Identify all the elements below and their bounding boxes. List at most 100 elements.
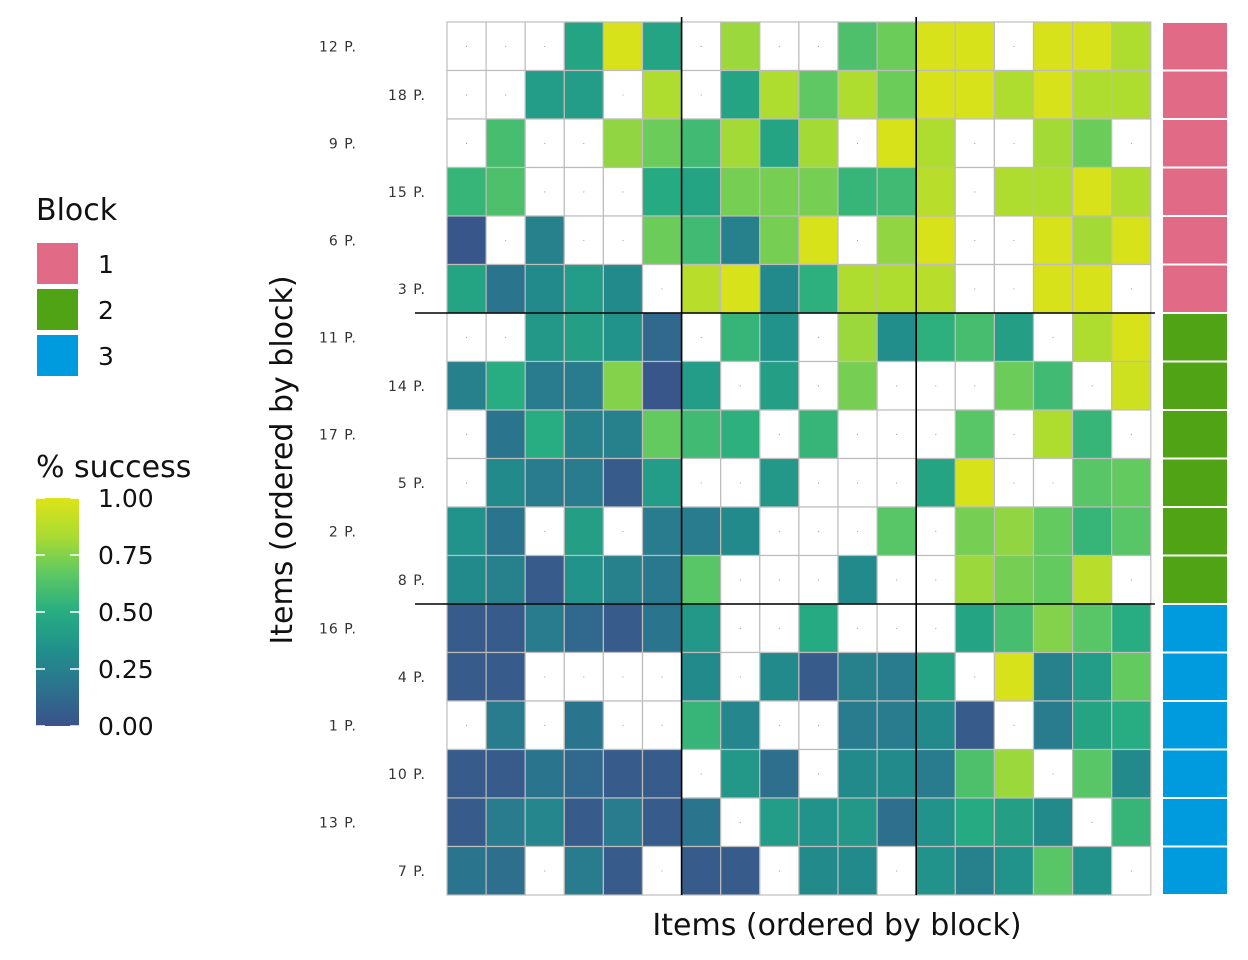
heatmap-cell	[1111, 797, 1152, 848]
heatmap-cell	[563, 166, 604, 217]
heatmap-cell	[759, 603, 800, 654]
block-strip-cell	[1163, 750, 1227, 797]
missing-marker: ·	[661, 285, 664, 295]
heatmap-cell	[1111, 21, 1152, 72]
heatmap-cell	[680, 700, 722, 751]
missing-marker: ·	[543, 188, 546, 198]
missing-marker: ·	[817, 770, 820, 780]
row-label: 9 P.	[329, 136, 357, 152]
missing-marker: ·	[778, 576, 781, 586]
heatmap-cell	[563, 21, 604, 72]
heatmap-cell	[876, 69, 917, 120]
row-label: 7 P.	[398, 864, 426, 880]
heatmap-cell	[837, 603, 878, 654]
heatmap-cell	[915, 845, 956, 896]
heatmap-cell	[1032, 409, 1074, 460]
heatmap-cell	[876, 457, 917, 508]
heatmap-cell	[602, 748, 644, 799]
heatmap-cell	[993, 21, 1035, 72]
missing-marker: ·	[465, 721, 468, 731]
heatmap-cell	[720, 748, 761, 799]
heatmap-cell	[446, 215, 487, 266]
heatmap-cell	[641, 21, 683, 72]
heatmap-cell	[641, 312, 683, 363]
heatmap-cells: · · · · · · · · · · · · · · · · · · · · · · · · · · · · · · · · · · · · · · · ·…	[446, 21, 1152, 896]
missing-marker: ·	[1013, 721, 1016, 731]
heatmap-cell	[1032, 603, 1074, 654]
row-label: 6 P.	[329, 233, 357, 249]
block-legend-label: 3	[98, 342, 114, 371]
heatmap-cell	[759, 166, 800, 217]
heatmap-cell	[602, 21, 644, 72]
block-strip-cell	[1163, 265, 1227, 312]
block-strip-cell	[1163, 847, 1227, 894]
row-label: 13 P.	[319, 815, 357, 831]
missing-marker: ·	[465, 333, 468, 343]
heatmap-cell	[524, 215, 565, 266]
heatmap-cell	[720, 845, 761, 896]
heatmap-cell	[759, 118, 800, 169]
heatmap-cell	[759, 700, 800, 751]
heatmap-cell	[524, 748, 565, 799]
heatmap-cell	[641, 118, 683, 169]
block-strip-cell	[1163, 168, 1227, 215]
heatmap-cell	[641, 651, 683, 702]
colorbar-tick-label: 0.75	[98, 541, 154, 570]
heatmap-cell	[837, 409, 878, 460]
missing-marker: ·	[622, 673, 625, 683]
heatmap-cell	[837, 554, 878, 605]
heatmap-cell	[876, 312, 917, 363]
y-axis-label: Items (ordered by block)	[265, 275, 300, 644]
heatmap-cell	[680, 263, 722, 314]
heatmap-cell	[954, 457, 995, 508]
row-label: 1 P.	[329, 718, 357, 734]
colorbar-title: % success	[36, 450, 191, 485]
heatmap-cell	[524, 263, 565, 314]
block-strip-cell	[1163, 217, 1227, 264]
heatmap-cell	[446, 263, 487, 314]
missing-marker: ·	[1013, 139, 1016, 149]
heatmap-cell	[485, 263, 526, 314]
missing-marker: ·	[1052, 333, 1055, 343]
missing-marker: ·	[504, 236, 507, 246]
heatmap-cell	[954, 312, 995, 363]
heatmap-cell	[485, 651, 526, 702]
heatmap-cell	[915, 506, 956, 557]
heatmap-cell	[759, 845, 800, 896]
missing-marker: ·	[1130, 576, 1133, 586]
heatmap-cell	[759, 457, 800, 508]
heatmap-cell	[680, 603, 722, 654]
missing-marker: ·	[817, 42, 820, 52]
heatmap-cell	[954, 69, 995, 120]
heatmap-cell	[993, 360, 1035, 411]
block-legend-swatch	[37, 289, 78, 330]
heatmap-cell	[798, 118, 839, 169]
heatmap-cell	[837, 166, 878, 217]
heatmap-cell	[720, 603, 761, 654]
x-axis-label: Items (ordered by block)	[652, 908, 1021, 943]
heatmap-cell	[954, 748, 995, 799]
heatmap-cell	[876, 700, 917, 751]
heatmap-cell	[1111, 360, 1152, 411]
missing-marker: ·	[1130, 430, 1133, 440]
heatmap-cell	[759, 748, 800, 799]
heatmap-cell	[1071, 797, 1113, 848]
missing-marker: ·	[543, 721, 546, 731]
missing-marker: ·	[856, 479, 859, 489]
heatmap-cell	[876, 215, 917, 266]
heatmap-cell	[915, 554, 956, 605]
missing-marker: ·	[622, 721, 625, 731]
heatmap-cell	[680, 457, 722, 508]
missing-marker: ·	[622, 91, 625, 101]
heatmap-cell	[759, 506, 800, 557]
heatmap-cell	[837, 118, 878, 169]
heatmap-cell	[641, 748, 683, 799]
heatmap-cell	[759, 797, 800, 848]
missing-marker: ·	[582, 236, 585, 246]
missing-marker: ·	[1052, 479, 1055, 489]
heatmap-cell	[524, 21, 565, 72]
heatmap-cell	[993, 166, 1035, 217]
heatmap-cell	[446, 845, 487, 896]
heatmap-cell	[759, 263, 800, 314]
heatmap-cell	[915, 312, 956, 363]
